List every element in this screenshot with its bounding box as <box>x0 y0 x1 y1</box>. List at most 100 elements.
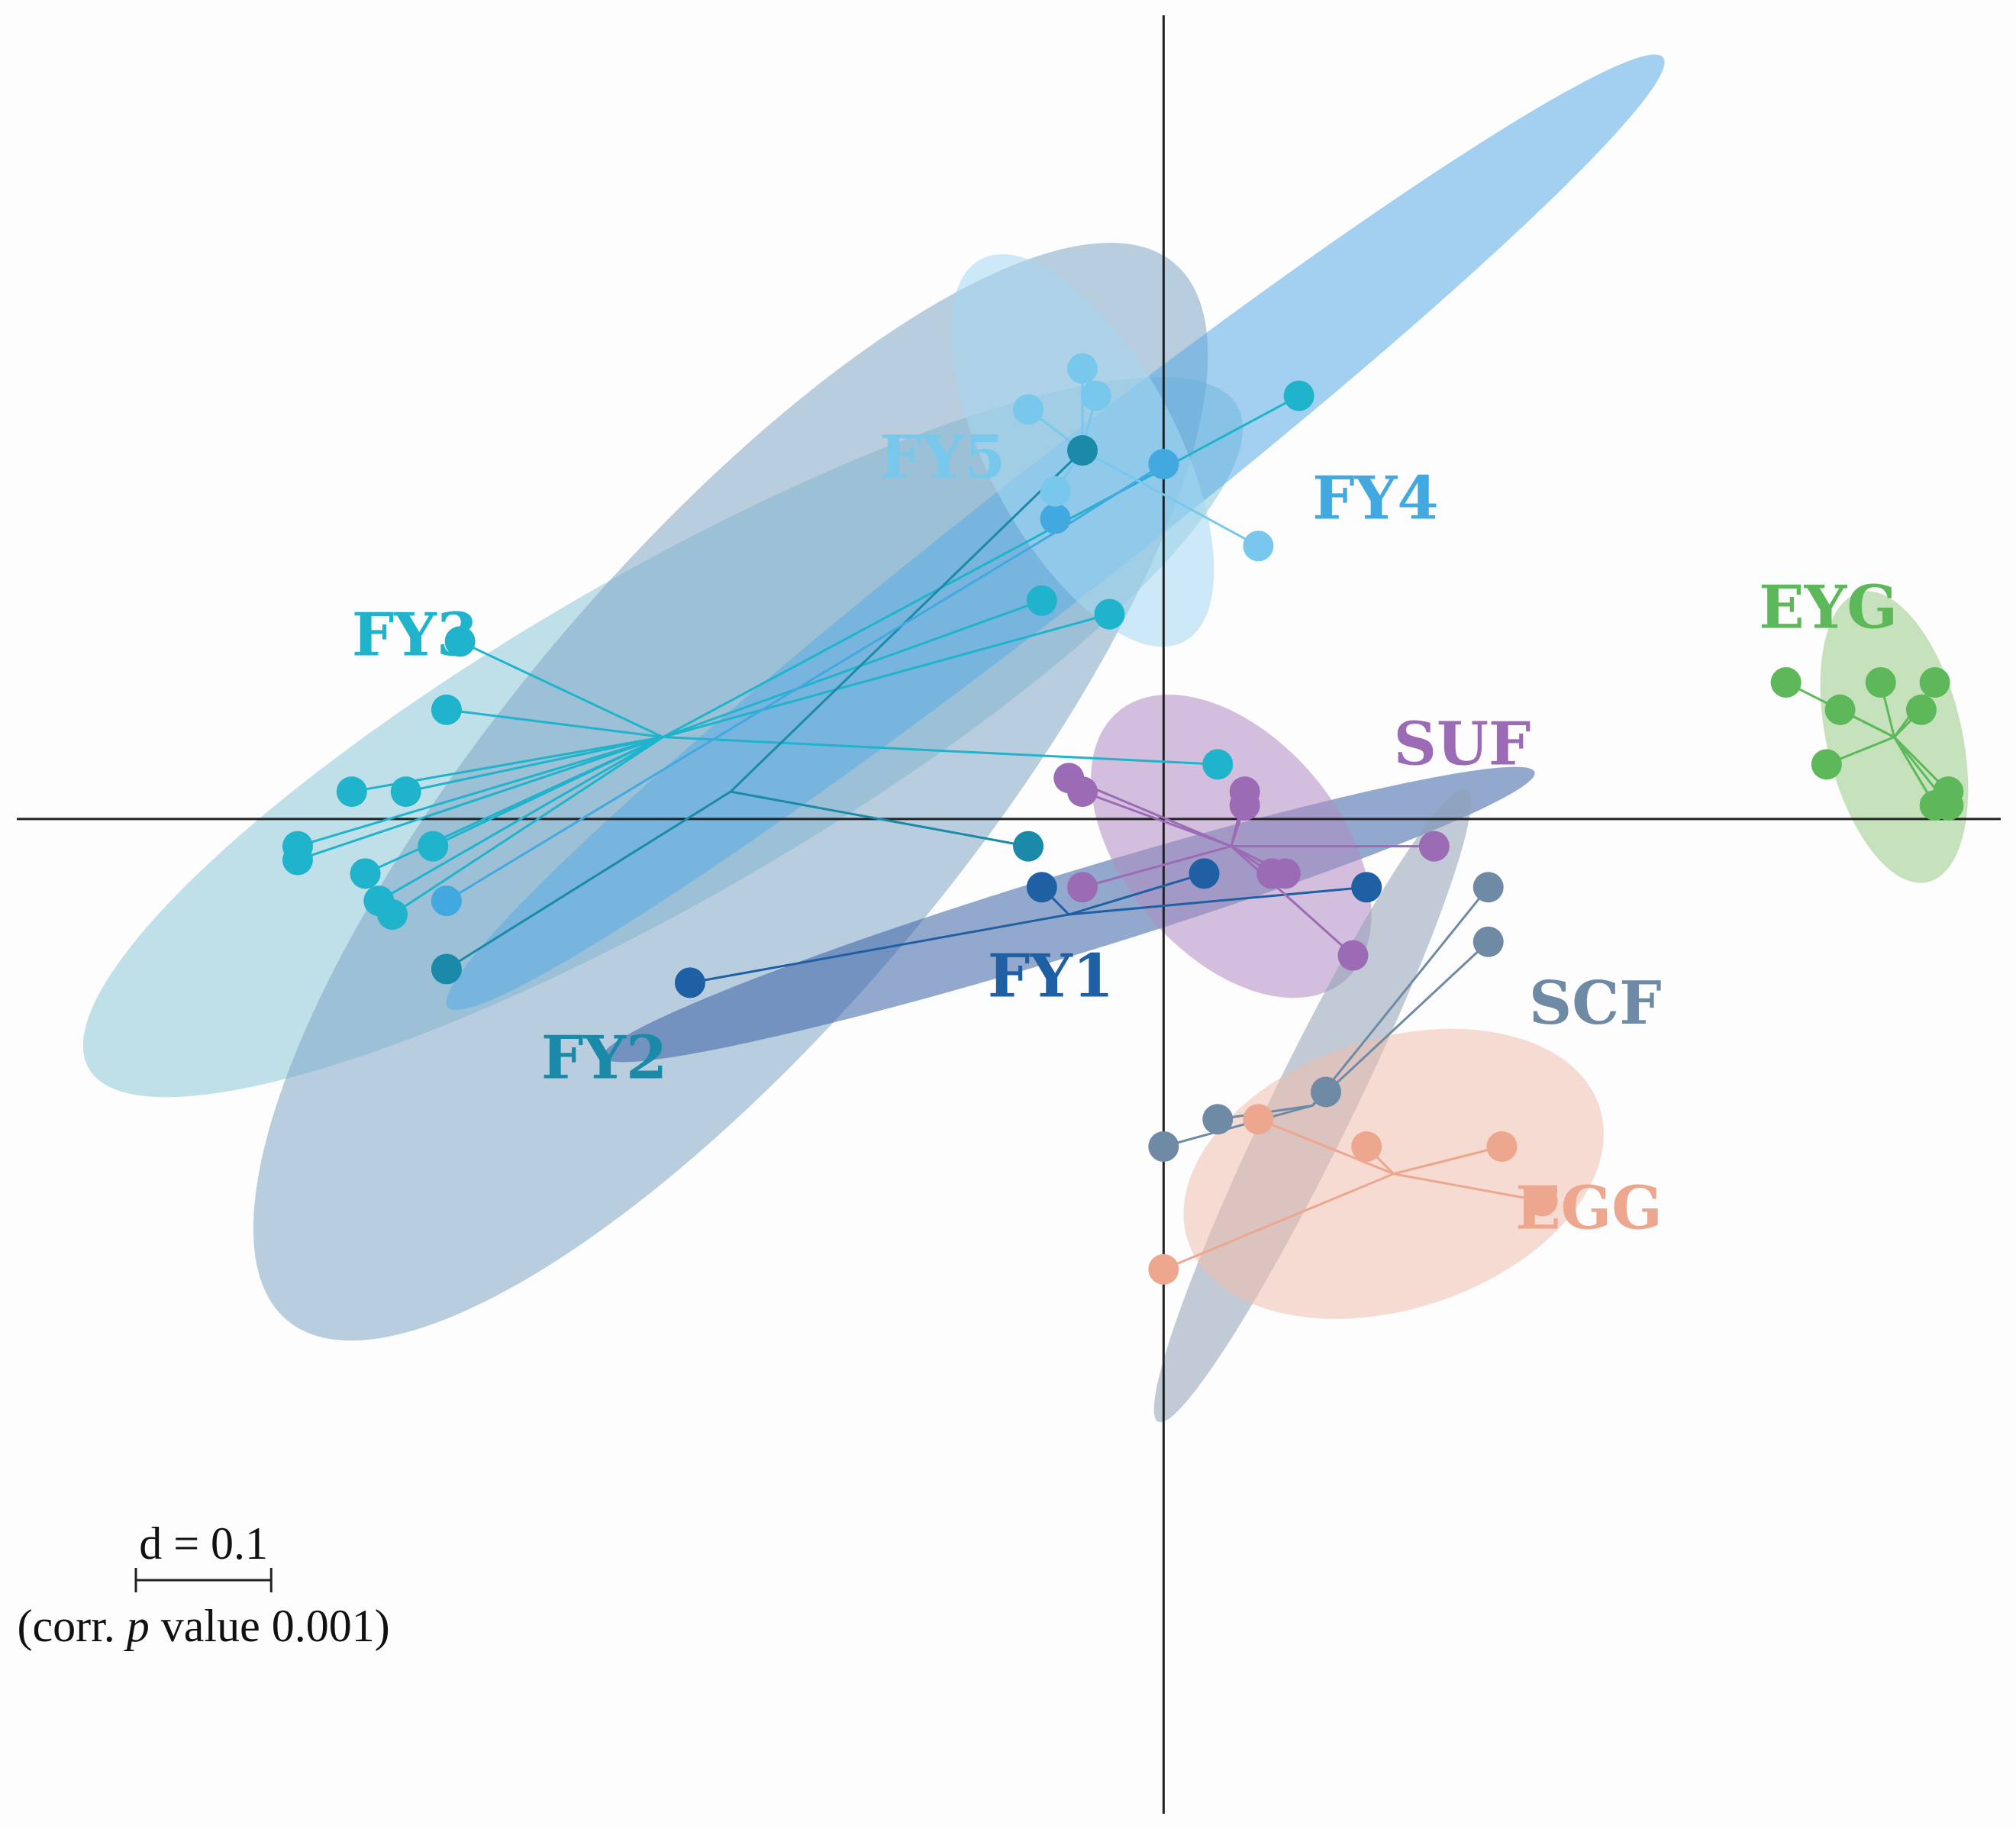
point-fy3-10 <box>1094 598 1125 630</box>
spoke-fy4-0 <box>1054 463 1165 534</box>
spoke-fy3-10 <box>663 613 1110 738</box>
point-fy5-3 <box>1040 476 1071 507</box>
scale-bar-caption: (corr. p value 0.001) <box>18 1601 390 1651</box>
point-suf-3 <box>1229 789 1260 821</box>
point-suf-8 <box>1337 940 1369 971</box>
label-egg: EGG <box>1515 1173 1663 1243</box>
point-fy3-7 <box>377 899 408 930</box>
spoke-fy3-8 <box>663 736 1218 766</box>
point-fy5-4 <box>1243 531 1274 562</box>
spoke-scf-1 <box>1311 940 1489 1107</box>
point-fy1-1 <box>1189 858 1220 889</box>
spoke-fy5-4 <box>1082 449 1260 547</box>
point-fy4-1 <box>1040 503 1071 534</box>
spoke-suf-8 <box>1230 845 1354 956</box>
point-eyg-5 <box>1811 749 1842 780</box>
point-eyg-0 <box>1770 667 1801 698</box>
spoke-suf-1 <box>1082 790 1232 848</box>
spoke-fy3-0 <box>446 708 663 739</box>
spoke-fy3-9 <box>663 599 1043 738</box>
spoke-fy3-7 <box>392 736 664 916</box>
point-eyg-4 <box>1905 694 1937 725</box>
point-egg-1 <box>1351 1131 1382 1162</box>
point-fy1-2 <box>1351 872 1382 903</box>
point-suf-7 <box>1066 872 1098 903</box>
spoke-egg-3 <box>1393 1145 1502 1176</box>
spoke-fy3-2 <box>405 736 663 793</box>
label-fy2: FY2 <box>541 1024 667 1093</box>
point-fy3-1 <box>336 776 367 808</box>
spoke-scf-0 <box>1311 886 1489 1107</box>
label-fy4: FY4 <box>1312 463 1438 533</box>
point-fy3-0 <box>431 694 462 725</box>
point-fy1-0 <box>1026 872 1057 903</box>
centroid-spokes <box>297 368 1950 1271</box>
spoke-egg-4 <box>1393 1173 1543 1202</box>
spoke-fy1-2 <box>1069 885 1367 916</box>
point-fy3-11 <box>444 626 476 657</box>
spoke-fy3-3 <box>297 736 663 848</box>
spoke-fy1-1 <box>1068 872 1205 916</box>
scale-bar-label: d = 0.1 <box>139 1518 268 1569</box>
point-suf-6 <box>1269 858 1301 889</box>
point-egg-4 <box>1527 1185 1558 1217</box>
point-eyg-3 <box>1919 667 1950 698</box>
point-fy3-4 <box>282 844 313 876</box>
point-fy3-5 <box>418 831 449 862</box>
point-scf-3 <box>1202 1104 1234 1135</box>
spoke-scf-4 <box>1163 1104 1313 1148</box>
spoke-egg-5 <box>1163 1173 1395 1271</box>
point-fy2-0 <box>1013 831 1044 862</box>
group-ellipses <box>82 54 1969 1423</box>
label-scf: SCF <box>1529 969 1662 1038</box>
data-points <box>282 353 1964 1285</box>
point-eyg-8 <box>1919 789 1950 821</box>
point-scf-0 <box>1472 872 1504 903</box>
point-fy3-9 <box>1026 585 1057 616</box>
point-egg-0 <box>1243 1104 1274 1135</box>
point-fy5-2 <box>1013 394 1044 425</box>
point-scf-2 <box>1311 1076 1342 1108</box>
spoke-fy2-1 <box>446 790 731 970</box>
point-fy3-12 <box>1283 380 1314 411</box>
point-fy2-1 <box>431 953 462 985</box>
point-eyg-1 <box>1824 694 1856 725</box>
caption-p: p <box>124 1601 150 1651</box>
label-fy5: FY5 <box>879 423 1005 492</box>
label-fy3: FY3 <box>352 600 478 669</box>
caption-prefix: (corr. <box>18 1601 127 1651</box>
point-fy3-2 <box>390 776 421 808</box>
point-suf-4 <box>1418 831 1450 862</box>
point-fy5-0 <box>1066 353 1098 384</box>
spoke-fy3-11 <box>460 640 664 738</box>
point-egg-5 <box>1148 1253 1179 1285</box>
spoke-fy2-0 <box>730 790 1029 848</box>
spoke-fy3-4 <box>297 736 663 861</box>
spoke-fy4-2 <box>446 531 1056 902</box>
spoke-fy3-6 <box>378 736 664 902</box>
spoke-suf-7 <box>1082 845 1232 889</box>
caption-suffix: value 0.001) <box>150 1601 390 1651</box>
point-fy5-1 <box>1080 380 1111 411</box>
point-fy3-13 <box>350 858 381 889</box>
label-suf: SUF <box>1394 709 1531 779</box>
point-egg-3 <box>1486 1131 1518 1162</box>
point-fy1-3 <box>674 967 705 998</box>
point-scf-4 <box>1148 1131 1179 1162</box>
spoke-fy2-2 <box>730 449 1084 793</box>
point-fy4-0 <box>1148 448 1179 479</box>
spoke-fy3-13 <box>364 736 664 875</box>
point-fy2-2 <box>1066 435 1098 466</box>
group-labels: FY5 FY4 FY3 FY2 FY1 SUF SCF EGG EYG <box>352 423 1898 1243</box>
spoke-egg-0 <box>1257 1118 1395 1176</box>
point-suf-1 <box>1066 776 1098 808</box>
axes <box>17 15 2001 1814</box>
spoke-fy3-12 <box>662 395 1300 738</box>
point-fy3-8 <box>1202 749 1234 780</box>
label-fy1: FY1 <box>988 941 1114 1011</box>
spoke-fy1-3 <box>689 913 1069 984</box>
point-fy4-2 <box>431 885 462 917</box>
scale-bar: d = 0.1 (corr. p value 0.001) <box>18 1518 390 1651</box>
point-eyg-2 <box>1865 667 1896 698</box>
